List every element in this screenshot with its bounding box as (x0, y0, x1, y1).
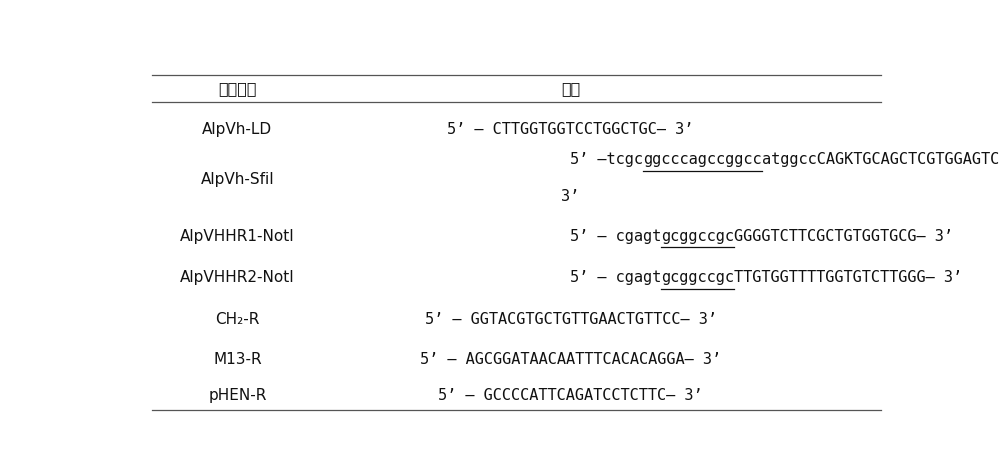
Text: 5’ – GCCCCATTCAGATCCTCTTC– 3’: 5’ – GCCCCATTCAGATCCTCTTC– 3’ (438, 388, 703, 403)
Text: ggcccagccggcc: ggcccagccggcc (643, 153, 762, 167)
Text: gcggccgc: gcggccgc (661, 228, 734, 244)
Text: AlpVHHR2-NotI: AlpVHHR2-NotI (180, 270, 295, 285)
Text: 5’ – GGTACGTGCTGTTGAACTGTTCC– 3’: 5’ – GGTACGTGCTGTTGAACTGTTCC– 3’ (425, 312, 717, 327)
Text: gcggccgc: gcggccgc (661, 270, 734, 285)
Text: 5’ –tcgc: 5’ –tcgc (570, 153, 643, 167)
Text: 5’ – AGCGGATAACAATTTCACACAGGA– 3’: 5’ – AGCGGATAACAATTTCACACAGGA– 3’ (420, 352, 721, 367)
Text: 5’ – cgagt: 5’ – cgagt (570, 270, 661, 285)
Text: TTGTGGTTTTGGTGTCTTGGG– 3’: TTGTGGTTTTGGTGTCTTGGG– 3’ (734, 270, 963, 285)
Text: 5’ – cgagt: 5’ – cgagt (570, 228, 661, 244)
Text: 序列: 序列 (561, 81, 580, 96)
Text: AlpVHHR1-NotI: AlpVHHR1-NotI (180, 228, 295, 244)
Text: AlpVh-LD: AlpVh-LD (202, 122, 272, 137)
Text: atggccCAGKTGCAGCTCGTGGAGTCNGGNGG–: atggccCAGKTGCAGCTCGTGGAGTCNGGNGG– (762, 153, 1000, 167)
Text: 5’ – CTTGGTGGTCCTGGCTGC– 3’: 5’ – CTTGGTGGTCCTGGCTGC– 3’ (447, 122, 694, 137)
Text: pHEN-R: pHEN-R (208, 388, 267, 403)
Text: M13-R: M13-R (213, 352, 262, 367)
Text: CH₂-R: CH₂-R (215, 312, 260, 327)
Text: 引物名称: 引物名称 (218, 81, 257, 96)
Text: GGGGTCTTCGCTGTGGTGCG– 3’: GGGGTCTTCGCTGTGGTGCG– 3’ (734, 228, 953, 244)
Text: AlpVh-SfiI: AlpVh-SfiI (200, 171, 274, 187)
Text: 3’: 3’ (562, 189, 580, 203)
